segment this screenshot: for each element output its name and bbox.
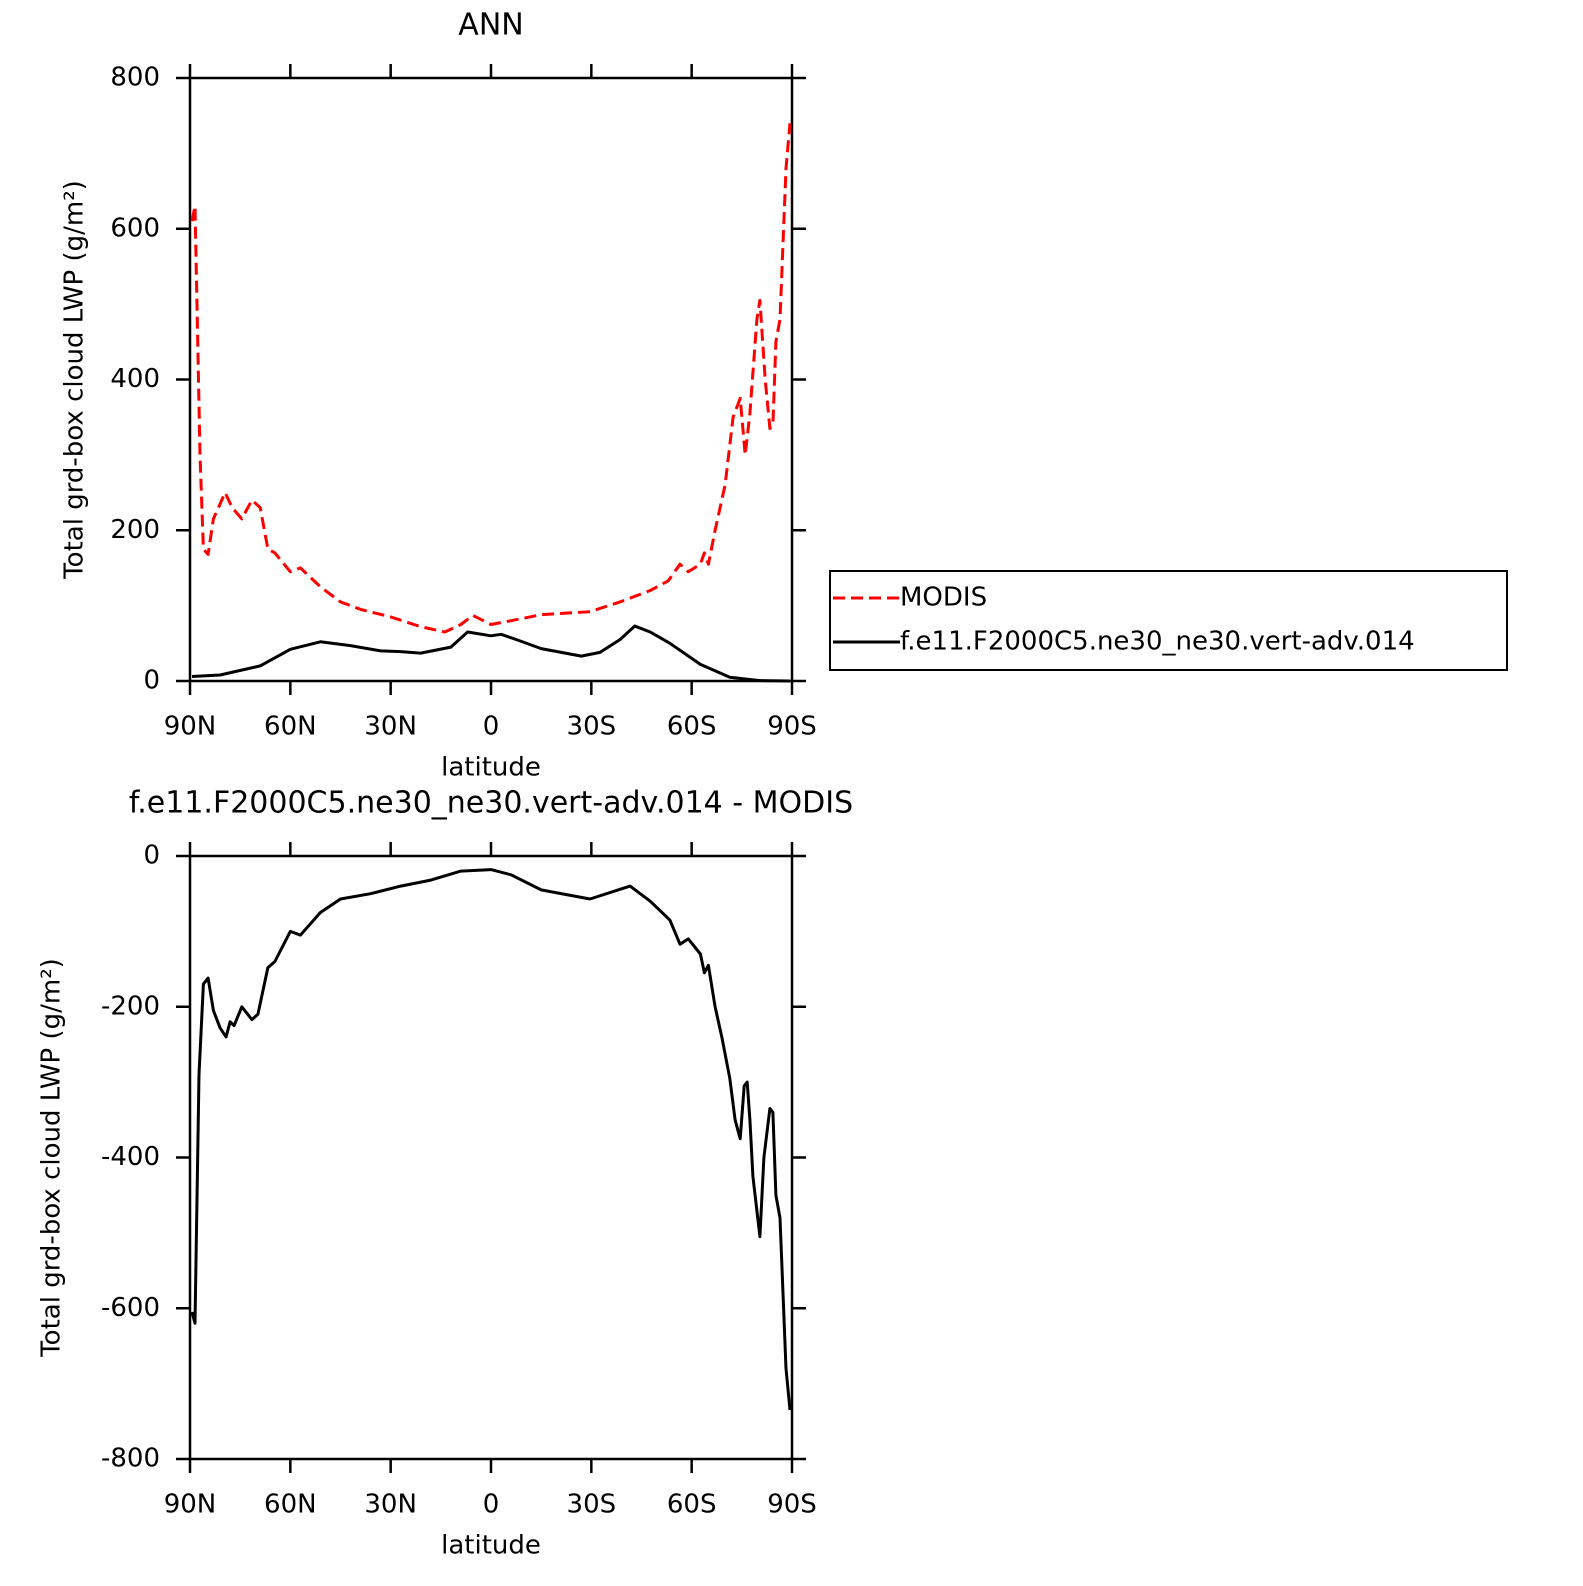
data-line bbox=[190, 123, 792, 634]
x-tick-label: 60S bbox=[667, 1490, 717, 1520]
y-tick-label: -600 bbox=[101, 1293, 160, 1323]
x-tick-label: 90N bbox=[164, 712, 217, 742]
y-axis-label: Total grd-box cloud LWP (g/m²) bbox=[37, 958, 67, 1358]
x-tick-label: 60S bbox=[667, 712, 717, 742]
y-tick-label: -400 bbox=[101, 1142, 160, 1172]
x-axis-label: latitude bbox=[441, 753, 541, 783]
y-tick-label: 0 bbox=[143, 666, 160, 696]
legend-box bbox=[829, 570, 1508, 671]
y-tick-label: 800 bbox=[110, 63, 160, 93]
x-tick-label: 90S bbox=[767, 1490, 817, 1520]
y-tick-label: 600 bbox=[110, 213, 160, 243]
data-line bbox=[190, 868, 792, 1411]
legend-label: MODIS bbox=[900, 583, 987, 613]
x-axis-label: latitude bbox=[441, 1531, 541, 1561]
chart-title: f.e11.F2000C5.ne30_ne30.vert-adv.014 - M… bbox=[129, 786, 853, 821]
y-axis-label: Total grd-box cloud LWP (g/m²) bbox=[60, 180, 90, 580]
y-tick-label: 400 bbox=[110, 364, 160, 394]
plot-frame bbox=[188, 76, 794, 683]
x-tick-label: 0 bbox=[483, 1490, 500, 1520]
x-tick-label: 30N bbox=[364, 1490, 417, 1520]
y-tick-label: -800 bbox=[101, 1444, 160, 1474]
y-tick-label: 0 bbox=[143, 841, 160, 871]
x-tick-label: 60N bbox=[264, 712, 317, 742]
chart-title: ANN bbox=[458, 8, 523, 43]
x-tick-label: 90N bbox=[164, 1490, 217, 1520]
data-line bbox=[191, 624, 791, 683]
y-tick-label: -200 bbox=[101, 991, 160, 1021]
x-tick-label: 30S bbox=[567, 1490, 617, 1520]
x-tick-label: 0 bbox=[483, 712, 500, 742]
x-tick-label: 60N bbox=[264, 1490, 317, 1520]
x-tick-label: 30N bbox=[364, 712, 417, 742]
y-tick-label: 200 bbox=[110, 515, 160, 545]
plot-frame bbox=[188, 854, 794, 1461]
legend-label: f.e11.F2000C5.ne30_ne30.vert-adv.014 bbox=[900, 627, 1415, 657]
x-tick-label: 90S bbox=[767, 712, 817, 742]
x-tick-label: 30S bbox=[567, 712, 617, 742]
